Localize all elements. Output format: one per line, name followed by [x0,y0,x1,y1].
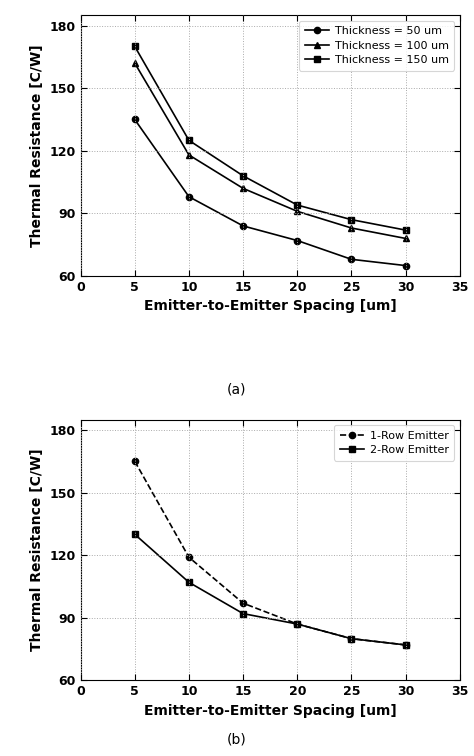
Thickness = 100 um [348,224,354,233]
Line: Thickness = 100 um: Thickness = 100 um [132,60,409,242]
2-Row Emitter [186,578,192,587]
Line: Thickness = 50 um: Thickness = 50 um [132,116,409,268]
Line: 1-Row Emitter: 1-Row Emitter [132,458,409,648]
Line: Thickness = 150 um: Thickness = 150 um [132,43,409,233]
Thickness = 150 um [348,215,354,225]
1-Row Emitter [132,457,137,466]
Thickness = 100 um [132,58,137,67]
Text: (b): (b) [227,733,247,747]
Thickness = 150 um [132,42,137,51]
Thickness = 150 um [403,225,409,234]
2-Row Emitter [348,634,354,643]
Thickness = 50 um [186,192,192,201]
Thickness = 50 um [348,255,354,264]
Y-axis label: Thermal Resistance [C/W]: Thermal Resistance [C/W] [30,448,44,651]
X-axis label: Emitter-to-Emitter Spacing [um]: Emitter-to-Emitter Spacing [um] [144,299,397,314]
1-Row Emitter [403,640,409,649]
Thickness = 100 um [294,207,300,216]
2-Row Emitter [132,530,137,539]
2-Row Emitter [403,640,409,649]
1-Row Emitter [348,634,354,643]
Line: 2-Row Emitter: 2-Row Emitter [132,531,409,648]
Legend: 1-Row Emitter, 2-Row Emitter: 1-Row Emitter, 2-Row Emitter [334,425,454,460]
Thickness = 100 um [240,184,246,193]
Thickness = 100 um [186,150,192,160]
2-Row Emitter [240,609,246,618]
Thickness = 150 um [186,136,192,145]
X-axis label: Emitter-to-Emitter Spacing [um]: Emitter-to-Emitter Spacing [um] [144,704,397,717]
Thickness = 100 um [403,234,409,243]
1-Row Emitter [240,599,246,608]
Legend: Thickness = 50 um, Thickness = 100 um, Thickness = 150 um: Thickness = 50 um, Thickness = 100 um, T… [299,20,454,70]
Thickness = 50 um [403,261,409,270]
Thickness = 50 um [240,222,246,231]
Y-axis label: Thermal Resistance [C/W]: Thermal Resistance [C/W] [30,45,44,247]
Text: (a): (a) [227,383,247,396]
2-Row Emitter [294,619,300,628]
1-Row Emitter [186,553,192,562]
Thickness = 150 um [240,172,246,181]
1-Row Emitter [294,619,300,628]
Thickness = 50 um [294,236,300,245]
Thickness = 150 um [294,200,300,209]
Thickness = 50 um [132,115,137,124]
